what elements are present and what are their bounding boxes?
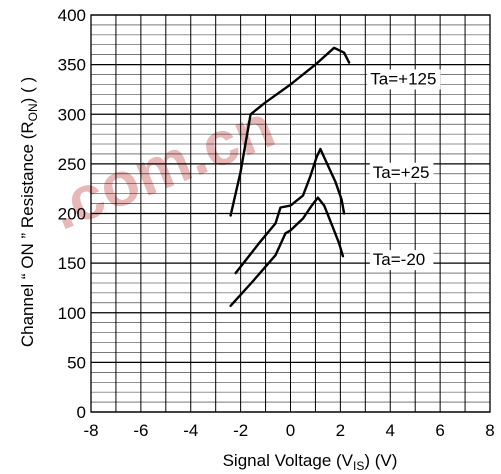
plot-frame [90, 14, 491, 413]
curve-labels: Ta=+125 Ta=+25 Ta=-20 [367, 69, 441, 271]
x-tick-label: 4 [386, 421, 395, 440]
y-tick-label: 100 [58, 304, 86, 323]
x-tick-label: -4 [183, 421, 198, 440]
series-line-0 [229, 46, 351, 217]
y-tick-label: 350 [58, 56, 86, 75]
y-tick-label: 300 [58, 105, 86, 124]
y-tick-label: 400 [58, 6, 86, 25]
x-axis-label: Signal Voltage (VIS) (V) [223, 451, 398, 473]
series-line-2 [229, 196, 345, 307]
y-tick-label: 50 [67, 353, 86, 372]
curve-label-background [369, 250, 434, 271]
y-tick-label: 0 [77, 403, 86, 422]
series-line-1 [234, 147, 346, 275]
x-tick-label: -8 [83, 421, 98, 440]
curve-label-background [367, 69, 441, 90]
y-tick-label: 250 [58, 155, 86, 174]
curve-label: Ta=-20 [373, 250, 425, 269]
x-tick-label: 6 [435, 421, 444, 440]
series-lines [229, 46, 351, 307]
x-tick-label: 0 [286, 421, 295, 440]
curve-label: Ta=+25 [373, 163, 430, 182]
curve-label-background [369, 162, 434, 183]
x-tick-label: 8 [485, 421, 494, 440]
x-tick-labels: -8 -6 -4 -2 0 2 4 6 8 [83, 421, 494, 440]
x-tick-label: -6 [133, 421, 148, 440]
x-tick-label: 2 [336, 421, 345, 440]
y-tick-label: 150 [58, 254, 86, 273]
y-axis-label: Channel “ ON ” Resistance (RON) ( ) [18, 77, 40, 347]
curve-label: Ta=+125 [370, 69, 436, 88]
y-tick-labels: 0 50 100 150 200 250 300 350 400 [58, 6, 86, 422]
y-tick-label: 200 [58, 205, 86, 224]
x-tick-label: -2 [233, 421, 248, 440]
major-grid [90, 14, 491, 413]
